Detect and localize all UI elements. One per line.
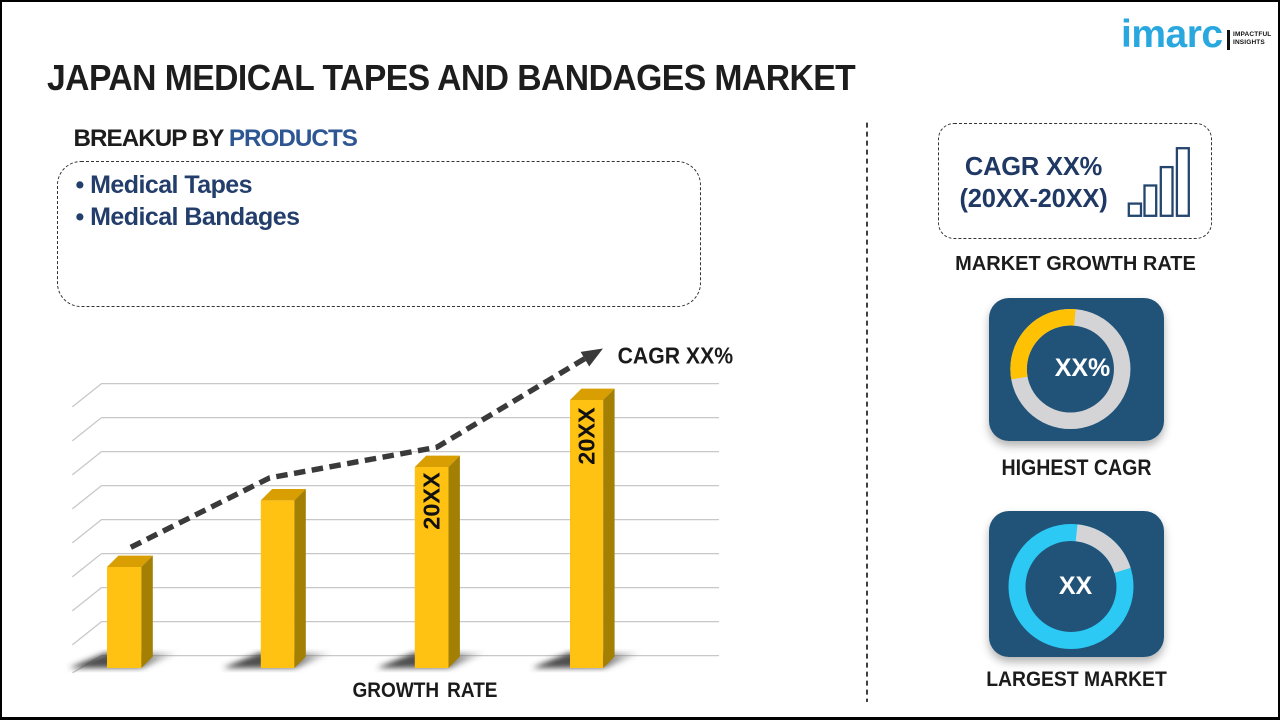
svg-text:20XX: 20XX: [419, 472, 445, 530]
svg-text:GROWTH RATE: GROWTH RATE: [353, 679, 498, 702]
svg-text:CAGR XX%: CAGR XX%: [618, 343, 734, 369]
svg-text:20XX: 20XX: [574, 407, 600, 465]
